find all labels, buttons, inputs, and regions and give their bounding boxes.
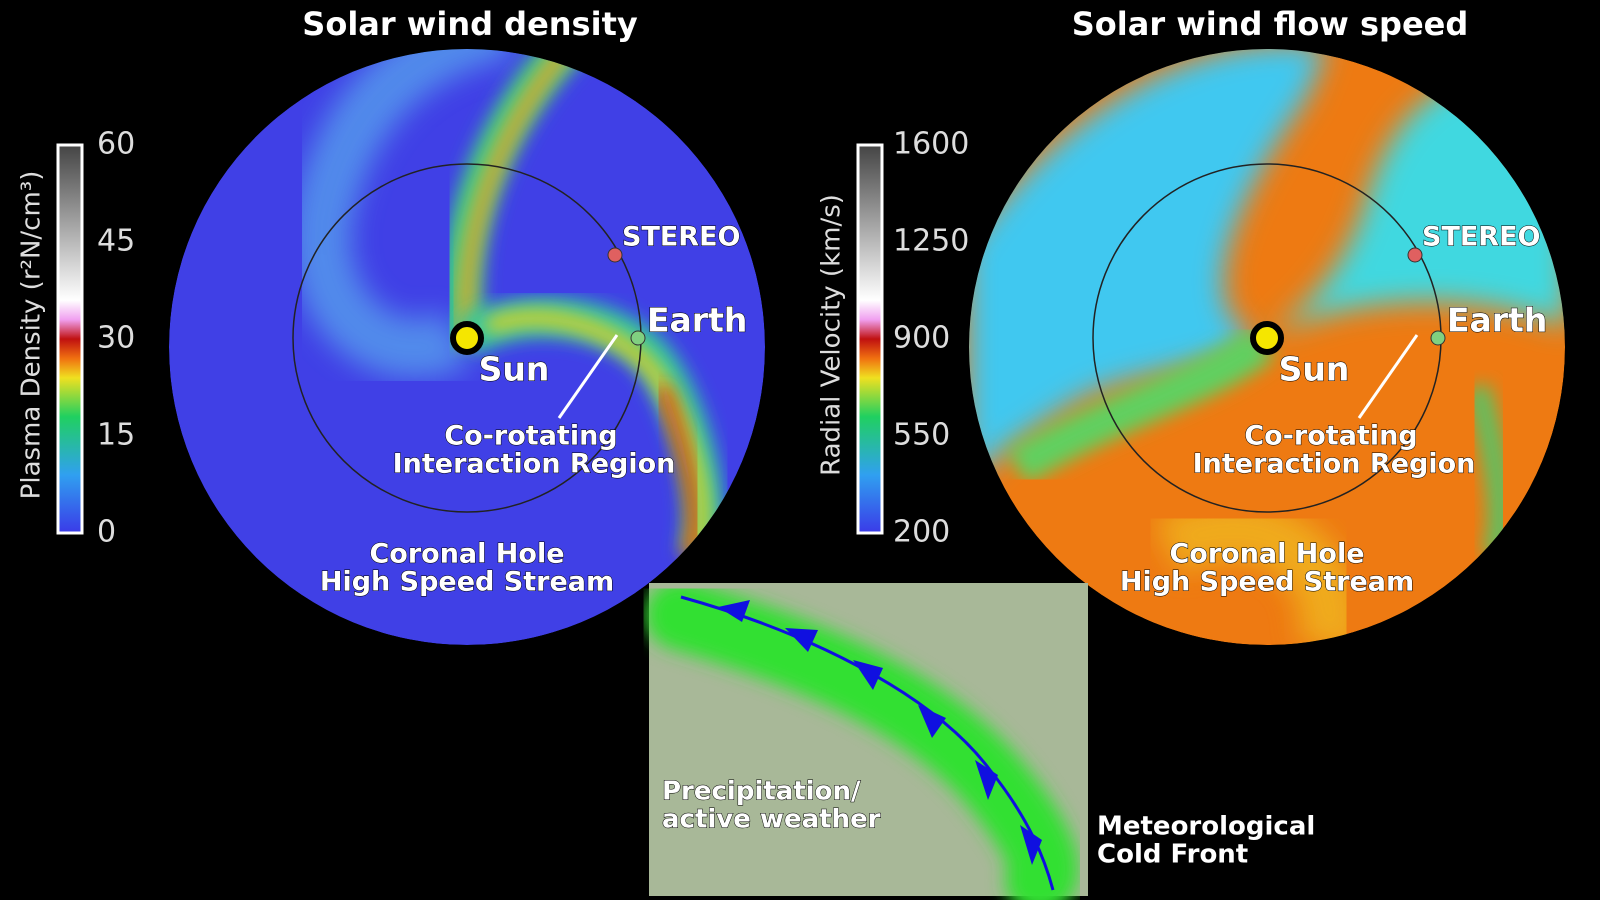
density-colorbar — [56, 143, 84, 535]
precipitation-label: active weather — [662, 805, 881, 835]
colorbar-tick: 1250 — [893, 224, 969, 259]
sun-label: Sun — [479, 350, 550, 389]
colorbar-label: Radial Velocity (km/s) — [817, 194, 847, 476]
cold-front-label: Cold Front — [1097, 840, 1248, 870]
cold-front-label: Meteorological — [1097, 812, 1315, 842]
colorbar-tick: 900 — [893, 321, 950, 356]
stereo-label: STEREO — [1422, 222, 1541, 253]
speed-panel — [969, 49, 1565, 645]
cir-label: Interaction Region — [1193, 449, 1476, 480]
panel-title: Solar wind flow speed — [1072, 5, 1469, 43]
cold-front-inset — [645, 580, 1088, 900]
colorbar-tick: 60 — [97, 127, 135, 162]
colorbar-tick: 1600 — [893, 127, 969, 162]
colorbar-tick: 45 — [97, 224, 135, 259]
earth-label: Earth — [1447, 301, 1547, 340]
cir-label: Co-rotating — [444, 421, 617, 452]
colorbar-tick: 30 — [97, 321, 135, 356]
colorbar-tick: 550 — [893, 418, 950, 453]
cir-label: Co-rotating — [1244, 421, 1417, 452]
cir-label: Interaction Region — [393, 449, 676, 480]
coronal-hole-label: High Speed Stream — [320, 567, 614, 598]
colorbar-tick: 0 — [97, 515, 116, 550]
panel-title: Solar wind density — [302, 5, 638, 43]
colorbar-tick: 15 — [97, 418, 135, 453]
coronal-hole-label: Coronal Hole — [1169, 539, 1364, 570]
speed-colorbar — [856, 143, 884, 535]
earth-label: Earth — [647, 301, 747, 340]
density-panel — [169, 49, 765, 645]
precipitation-label: Precipitation/ — [662, 777, 861, 807]
sun-label: Sun — [1279, 350, 1350, 389]
stereo-label: STEREO — [622, 222, 741, 253]
coronal-hole-label: High Speed Stream — [1120, 567, 1414, 598]
colorbar-label: Plasma Density (r²N/cm³) — [17, 171, 47, 500]
coronal-hole-label: Coronal Hole — [369, 539, 564, 570]
colorbar-tick: 200 — [893, 515, 950, 550]
